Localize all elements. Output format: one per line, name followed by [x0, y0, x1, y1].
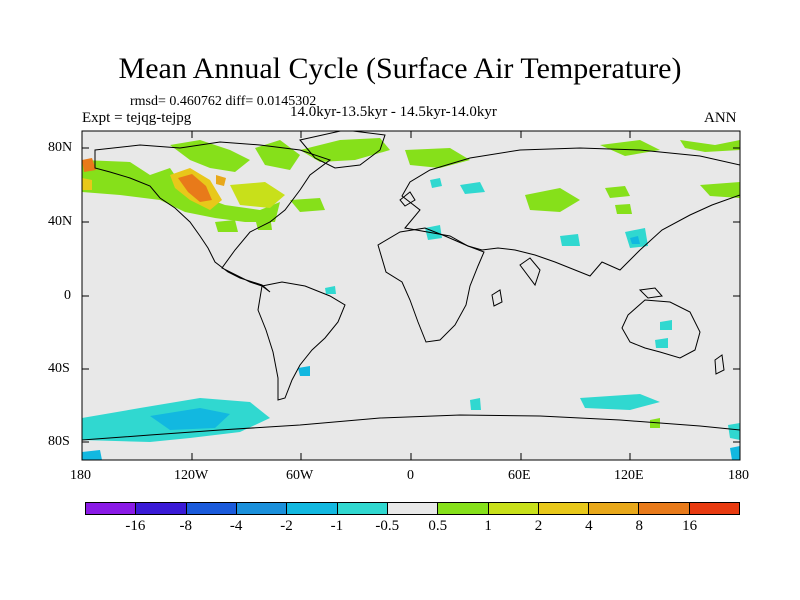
colorbar-label: 8: [635, 518, 643, 534]
colorbar-swatch: [689, 503, 740, 514]
lat-tick-label: 80N: [48, 140, 73, 155]
colorbar-label: -16: [125, 518, 146, 534]
lon-tick-label: 0: [407, 468, 414, 483]
colorbar-label: 1: [484, 518, 492, 534]
colorbar-swatch: [287, 503, 338, 514]
colorbar-swatch: [438, 503, 489, 514]
lat-tick-label: 40S: [48, 361, 70, 376]
coastlines: [82, 131, 740, 460]
experiment-label: Expt = tejqg-tejpg: [82, 110, 192, 126]
lat-tick-label: 0: [64, 288, 71, 303]
colorbar-swatch: [488, 503, 539, 514]
colorbar-swatch: [136, 503, 187, 514]
colorbar-label: 0.5: [428, 518, 448, 534]
colorbar-swatch: [589, 503, 640, 514]
anomaly-field: [82, 138, 740, 460]
lon-tick-label: 60E: [508, 468, 531, 483]
colorbar-label: -4: [229, 518, 243, 534]
colorbar-label: -1: [330, 518, 344, 534]
season-label: ANN: [704, 110, 737, 126]
colorbar-label: 16: [682, 518, 698, 534]
colorbar-swatch: [639, 503, 690, 514]
colorbar-label: 4: [585, 518, 593, 534]
colorbar-label: -2: [280, 518, 293, 534]
colorbar-swatch: [236, 503, 288, 514]
axis-ticks: [81, 131, 741, 460]
lon-tick-label: 120E: [614, 468, 644, 483]
colorbar-label: -0.5: [375, 518, 400, 534]
colorbar-swatch: [538, 503, 590, 514]
lat-tick-label: 80S: [48, 434, 70, 449]
lon-tick-label: 120W: [174, 468, 209, 483]
lon-tick-label: 60W: [286, 468, 314, 483]
colorbar-swatch: [387, 503, 439, 514]
rmsd-diff-stats: rmsd= 0.460762 diff= 0.0145302: [130, 94, 317, 109]
lon-tick-label: 180: [728, 468, 749, 483]
colorbar: [85, 502, 740, 515]
chart-title: Mean Annual Cycle (Surface Air Temperatu…: [118, 52, 682, 85]
colorbar-swatch: [186, 503, 237, 514]
lon-tick-label: 180: [70, 468, 91, 483]
colorbar-swatch: [337, 503, 388, 514]
period-label: 14.0kyr-13.5kyr - 14.5kyr-14.0kyr: [290, 104, 497, 120]
lat-tick-label: 40N: [48, 214, 73, 229]
colorbar-swatch: [86, 503, 137, 514]
colorbar-label: 2: [534, 518, 543, 534]
colorbar-label: -8: [179, 518, 193, 534]
